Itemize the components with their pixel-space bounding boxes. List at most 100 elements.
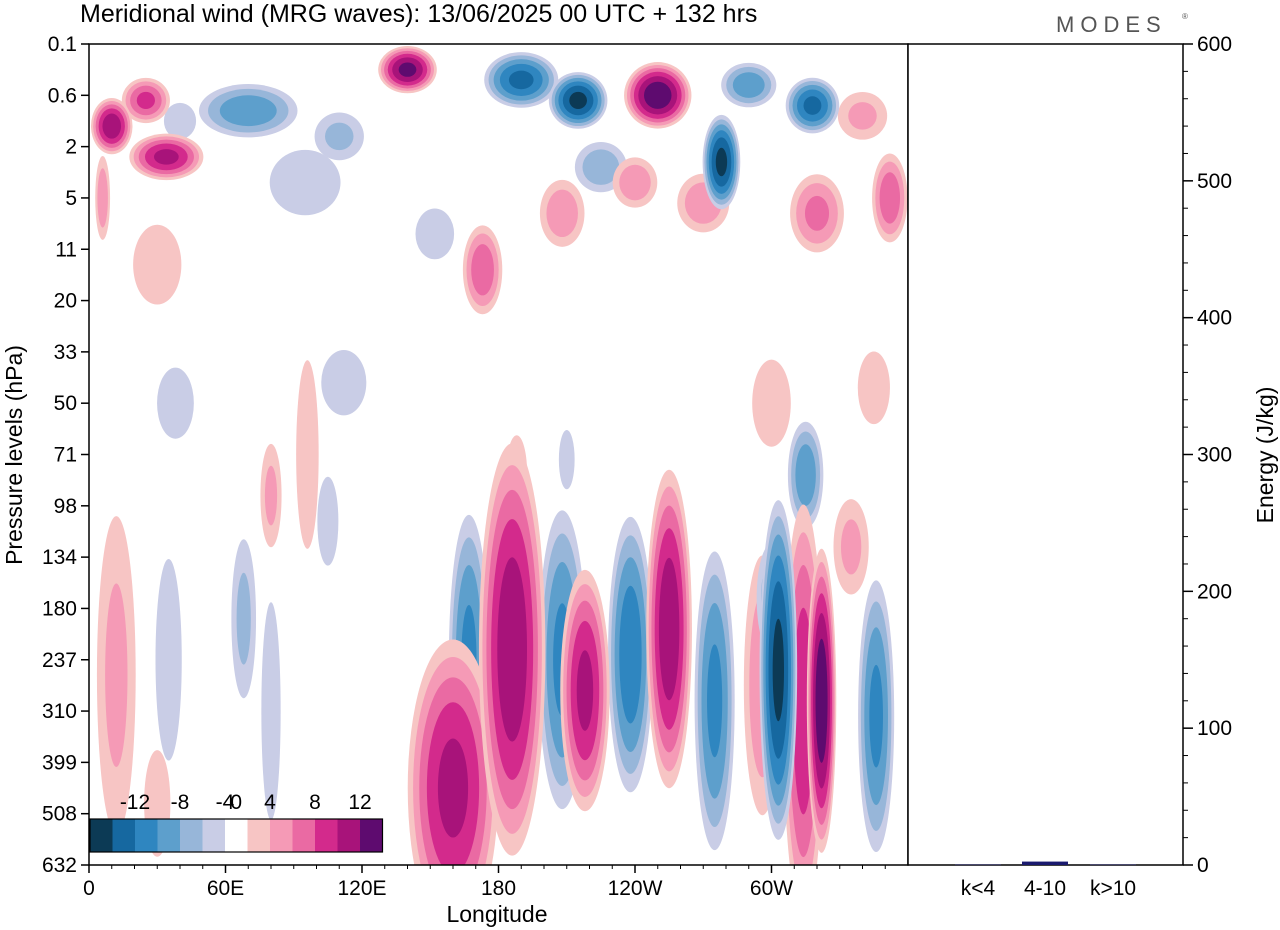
heatmap-blob [837, 91, 888, 140]
energy-bar [955, 864, 1001, 866]
heatmap-blob [321, 350, 367, 416]
heatmap-blob [702, 114, 741, 210]
heatmap-field [90, 46, 908, 865]
heatmap-panel [88, 43, 909, 866]
contour-level [269, 149, 341, 216]
y-tick-label: 33 [54, 341, 77, 364]
contour-level [803, 96, 822, 115]
energy-tick-label: 600 [1197, 33, 1232, 56]
heatmap-blob [787, 421, 824, 529]
colorbar-swatch [337, 819, 360, 852]
colorbar-swatch [247, 819, 270, 852]
brand-logo: MODES ® [1056, 12, 1188, 37]
y-tick-label: 11 [55, 238, 77, 261]
energy-category-label: k<4 [961, 877, 996, 900]
contour-level [163, 102, 197, 140]
contour-level [619, 164, 651, 201]
contour-level [643, 81, 672, 109]
energy-tick-label: 0 [1197, 854, 1209, 877]
energy-tick-label: 100 [1197, 717, 1232, 740]
contour-level [497, 557, 528, 742]
contour-level [804, 195, 830, 231]
contour-level [219, 95, 277, 127]
heatmap-blob [296, 360, 319, 549]
colorbar-swatch [225, 819, 248, 852]
contour-level [157, 367, 194, 439]
colorbar-label: -4 [216, 791, 235, 814]
heatmap-blob [790, 174, 844, 253]
x-tick-label: 120E [337, 877, 386, 900]
contour-level [815, 638, 828, 763]
heatmap-blob [694, 551, 735, 851]
contour-level [136, 91, 155, 109]
y-tick-label: 237 [42, 649, 77, 672]
heatmap-blob [624, 62, 692, 129]
contour-level [325, 122, 354, 151]
x-tick-label: 180 [481, 877, 516, 900]
contour-level [261, 602, 281, 820]
brand-mark: ® [1182, 12, 1188, 21]
heatmap-blob [317, 476, 339, 566]
y-tick-label: 20 [54, 290, 77, 313]
energy-tick-label: 200 [1197, 580, 1232, 603]
heatmap-blob [163, 102, 197, 140]
y-tick-label: 71 [54, 444, 77, 467]
heatmap-blob [721, 62, 777, 108]
heatmap-blob [314, 112, 364, 161]
heatmap-blob [260, 443, 282, 548]
heatmap-blob [612, 157, 658, 208]
contour-level [658, 557, 680, 701]
x-axis: 0 60E 120E 180 120W 60W [83, 865, 886, 900]
contour-level [155, 558, 182, 761]
colorbar-swatch [112, 819, 135, 852]
heatmap-blob [752, 359, 791, 447]
contour-level [546, 189, 578, 238]
energy-bar [1090, 864, 1136, 866]
heatmap-blob [785, 77, 840, 134]
energy-axis-label: Energy (J/kg) [1252, 387, 1278, 524]
y-axis: 0.1 0.6 2 5 11 20 33 50 71 98 134 180 237 310 399 508 63… [42, 33, 89, 877]
energy-frame [907, 43, 1184, 866]
heatmap-blob [133, 224, 182, 305]
heatmap-blob [261, 602, 281, 820]
heatmap-blob [121, 77, 170, 124]
heatmap-blob [378, 46, 437, 94]
heatmap-blob [833, 499, 869, 595]
heatmap-blob [231, 539, 257, 699]
heatmap-blob [484, 52, 559, 108]
contour-level [857, 351, 890, 425]
colorbar-swatch [90, 819, 113, 852]
y-tick-label: 50 [54, 392, 77, 415]
contour-level [102, 113, 122, 139]
contour-level [97, 168, 108, 228]
colorbar-swatch [360, 819, 383, 852]
heatmap-blob [539, 179, 585, 247]
contour-level [576, 650, 594, 731]
y-tick-label: 134 [42, 546, 77, 569]
heatmap-blob [608, 516, 653, 793]
heatmap-blob [478, 443, 546, 856]
y-tick-label: 632 [42, 854, 77, 877]
contour-level [105, 583, 128, 767]
energy-tick-label: 400 [1197, 307, 1232, 330]
x-axis-label: Longitude [446, 901, 547, 927]
colorbar-swatch [135, 819, 158, 852]
colorbar-label: -8 [171, 791, 190, 814]
y-axis-label: Pressure levels (hPa) [1, 345, 27, 565]
y-tick-label: 399 [42, 751, 77, 774]
contour-level [569, 91, 587, 109]
energy-tick-label: 300 [1197, 444, 1232, 467]
heatmap-blob [872, 153, 908, 243]
contour-level [707, 644, 723, 758]
contour-level [317, 476, 339, 566]
energy-bars: k<4 4-10 k>10 [955, 861, 1136, 900]
colorbar-label: 4 [264, 791, 276, 814]
colorbar-swatch [292, 819, 315, 852]
contour-level [296, 360, 319, 549]
y-tick-label: 310 [42, 700, 77, 723]
heatmap-blob [407, 639, 499, 865]
x-tick-label: 60W [750, 877, 793, 900]
colorbar-swatch [270, 819, 293, 852]
energy-axis: 0 100 200 300 400 500 600 [1183, 33, 1232, 877]
